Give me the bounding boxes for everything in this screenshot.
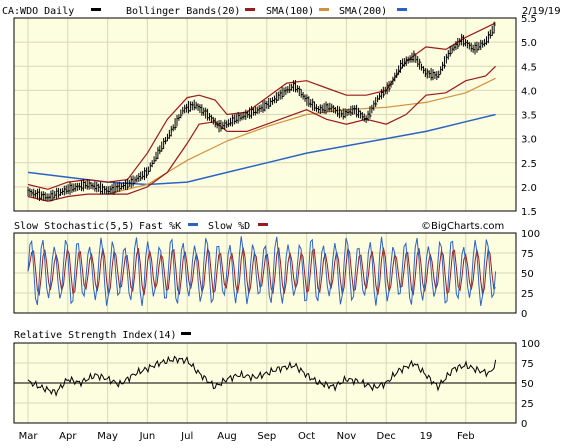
legend-sma200-label: SMA(200) <box>339 6 387 17</box>
sma100-legend-swatch <box>319 8 329 11</box>
y-tick-label: 1.5 <box>521 207 537 218</box>
x-tick-label: Aug <box>217 431 237 442</box>
stoch-title: Slow Stochastic(5,5) <box>14 221 134 232</box>
x-tick-label: Jul <box>180 431 193 442</box>
price-plot-area <box>27 21 497 202</box>
price-legend-swatch <box>91 8 101 11</box>
y-tick-label: 50 <box>521 269 534 280</box>
rsi-title: Relative Strength Index(14) <box>14 330 177 341</box>
y-tick-label: 25 <box>521 399 534 410</box>
y-tick-label: 5.0 <box>521 38 537 49</box>
bollinger-lower-line <box>27 65 497 202</box>
y-tick-label: 25 <box>521 289 534 300</box>
y-tick-label: 3.0 <box>521 135 537 146</box>
legend-bollinger-label: Bollinger Bands(20) <box>126 6 240 17</box>
x-tick-label: Oct <box>298 431 315 442</box>
bigcharts-watermark: ©BigCharts.com <box>421 221 504 232</box>
rsi-plot-area <box>14 355 516 398</box>
rsi-y-axis: 100 75 50 25 0 <box>521 339 540 430</box>
symbol-label: CA:WDO Daily <box>2 6 74 17</box>
y-tick-label: 0 <box>521 419 527 430</box>
y-tick-label: 2.5 <box>521 159 537 170</box>
stoch-plot-area <box>27 236 497 306</box>
y-tick-label: 50 <box>521 379 534 390</box>
x-tick-label: May <box>97 431 118 442</box>
rsi-legend-swatch <box>181 332 191 335</box>
sma200-legend-swatch <box>397 8 407 11</box>
bollinger-upper-line <box>27 22 496 190</box>
price-y-axis: 5.5 5.0 4.5 4.0 3.5 3.0 2.5 2.0 1.5 <box>521 14 537 218</box>
x-tick-label: Feb <box>457 431 475 442</box>
x-axis-labels: Mar Apr May Jun Jul Aug Sep Oct Nov Dec 19 Feb <box>19 431 475 442</box>
x-tick-label: 19 <box>420 431 433 442</box>
slow-d-legend-swatch <box>258 223 268 226</box>
slow-d-line <box>27 246 496 297</box>
y-tick-label: 100 <box>521 339 540 350</box>
x-tick-label: Jun <box>139 431 156 442</box>
y-tick-label: 75 <box>521 249 534 260</box>
y-tick-label: 2.0 <box>521 183 537 194</box>
y-tick-label: 4.5 <box>521 62 537 73</box>
y-tick-label: 4.0 <box>521 86 537 97</box>
y-tick-label: 75 <box>521 359 534 370</box>
y-tick-label: 100 <box>521 229 540 240</box>
x-tick-label: Mar <box>19 431 39 442</box>
x-tick-label: Dec <box>377 431 396 442</box>
y-tick-label: 3.5 <box>521 111 537 122</box>
bollinger-legend-swatch <box>245 8 255 11</box>
chart-date: 2/19/19 <box>522 6 561 17</box>
y-tick-label: 5.5 <box>521 14 537 25</box>
rsi-line <box>27 355 497 398</box>
price-panel-grid <box>14 17 516 212</box>
x-tick-label: Sep <box>257 431 276 442</box>
y-tick-label: 0 <box>521 309 527 320</box>
sma100-line <box>107 77 496 195</box>
stoch-y-axis: 100 75 50 25 0 <box>521 229 540 320</box>
fast-k-label: Fast %K <box>139 221 181 232</box>
slow-d-label: Slow %D <box>208 221 250 232</box>
fast-k-legend-swatch <box>188 223 198 226</box>
legend-sma100-label: SMA(100) <box>266 6 314 17</box>
price-panel-frame <box>13 17 517 212</box>
fast-k-line <box>27 236 497 306</box>
x-tick-label: Nov <box>337 431 357 442</box>
stoch-panel-frame <box>13 232 517 314</box>
x-tick-label: Apr <box>59 431 77 442</box>
rsi-panel-frame <box>13 342 517 424</box>
